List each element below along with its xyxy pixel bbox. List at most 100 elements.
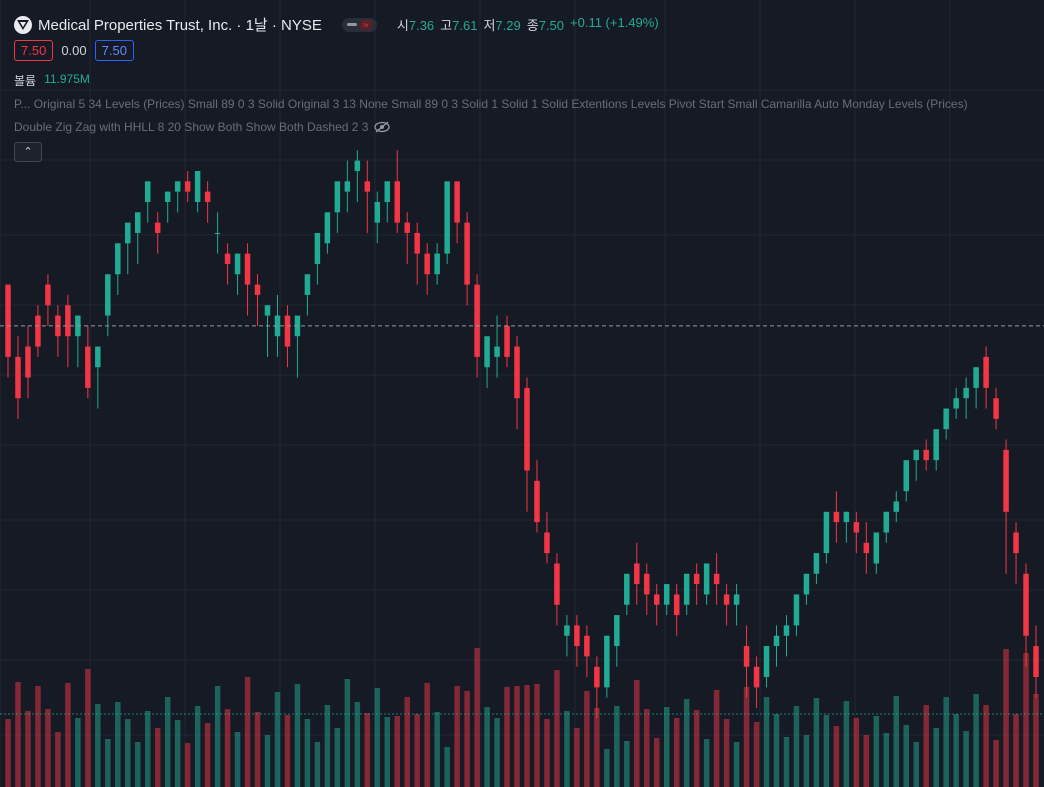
volume-bar: [973, 694, 979, 787]
candle-body: [95, 346, 101, 368]
candle: [893, 491, 900, 523]
candle: [75, 315, 81, 368]
close-value: 7.50: [538, 18, 565, 33]
candle-body: [564, 625, 570, 636]
sell-price-button[interactable]: 7.50: [14, 40, 54, 61]
volume-bar: [105, 739, 111, 787]
symbol-title[interactable]: Medical Properties Trust, Inc. · 1날 · NY…: [38, 17, 322, 34]
indicator-legend-line-2[interactable]: Double Zig Zag with HHLL 8 20 Show Both …: [14, 120, 391, 134]
volume-bar: [414, 714, 420, 787]
candle-body: [404, 222, 410, 233]
high-label: 고: [440, 18, 453, 33]
volume-bar: [873, 716, 880, 787]
volume-bar: [95, 704, 101, 787]
volume-bar: [803, 735, 810, 787]
volume-bar: [434, 712, 440, 787]
candle: [254, 274, 261, 326]
candle-body: [703, 563, 710, 595]
volume-bar: [644, 709, 650, 787]
volume-bar: [474, 648, 480, 787]
candle: [135, 212, 141, 264]
candle-body: [15, 356, 21, 399]
volume-bar: [164, 697, 171, 787]
candle-body: [544, 532, 550, 554]
candle-body: [733, 594, 740, 605]
candle-body: [494, 346, 500, 357]
candle-body: [5, 284, 11, 357]
volume-bar: [254, 712, 261, 787]
candle-body: [214, 232, 221, 234]
candle-body: [454, 181, 460, 223]
volume-bar: [444, 747, 450, 787]
candle-body: [753, 666, 760, 688]
candle: [773, 625, 780, 667]
candle-body: [614, 615, 620, 647]
candle-body: [35, 315, 41, 347]
volume-bar: [993, 740, 999, 787]
candle-body: [763, 646, 770, 678]
symbol-legend: Medical Properties Trust, Inc. · 1날 · NY…: [14, 14, 659, 35]
buy-price-button[interactable]: 7.50: [94, 40, 134, 61]
candle-body: [634, 563, 640, 585]
candle: [294, 315, 301, 378]
candle-body: [693, 573, 700, 585]
volume-bar: [713, 690, 720, 787]
open-label: 시: [396, 18, 409, 33]
candle-body: [793, 594, 800, 626]
candle-body: [344, 181, 351, 192]
volume-bar: [534, 684, 540, 787]
low-label: 저: [483, 18, 496, 33]
candle-body: [893, 501, 900, 512]
volume-bar: [1013, 714, 1019, 787]
volume-bar: [144, 711, 151, 787]
volume-bar: [703, 739, 710, 787]
candle: [15, 336, 21, 419]
eye-hidden-icon[interactable]: [374, 121, 391, 133]
volume-bar: [344, 679, 351, 787]
volume-bar: [234, 732, 241, 787]
volume-bar: [35, 686, 41, 787]
candle: [933, 429, 939, 471]
candle-body: [45, 284, 51, 306]
volume-bar: [983, 705, 989, 787]
volume-bar: [294, 684, 301, 787]
candle-body: [204, 191, 211, 202]
candle: [833, 491, 840, 543]
volume-bar: [1023, 653, 1029, 787]
volume-bar: [354, 702, 361, 787]
candle: [214, 212, 221, 254]
volume-bar: [963, 731, 969, 787]
volume-bar: [424, 683, 430, 787]
volume-bar: [85, 669, 91, 787]
candle-body: [534, 480, 540, 523]
candle-body: [813, 553, 820, 574]
volume-bar: [843, 701, 850, 787]
volume-bar: [793, 706, 800, 787]
candle-body: [1013, 532, 1019, 554]
candle: [464, 212, 470, 306]
candle: [344, 160, 351, 213]
visibility-toggle[interactable]: ≈: [341, 17, 377, 32]
indicator-legend-line-1[interactable]: P... Original 5 34 Levels (Prices) Small…: [14, 97, 968, 111]
candle: [35, 305, 41, 357]
candle-body: [115, 243, 121, 275]
candle: [25, 325, 31, 399]
candle-body: [105, 274, 111, 316]
candle-body: [264, 305, 271, 316]
volume-bar: [554, 670, 560, 787]
volume-bar: [154, 728, 161, 787]
candle: [324, 212, 331, 254]
volume-bar: [384, 717, 391, 787]
volume-bar: [634, 680, 640, 787]
collapse-legend-button[interactable]: ⌃: [14, 142, 42, 162]
volume-bar: [494, 718, 500, 787]
candle: [284, 305, 291, 368]
candle: [174, 181, 181, 213]
candle: [394, 150, 400, 233]
volume-bar: [504, 687, 510, 787]
candle-body: [1023, 573, 1029, 636]
volume-bar: [653, 738, 660, 787]
candle: [484, 336, 490, 388]
